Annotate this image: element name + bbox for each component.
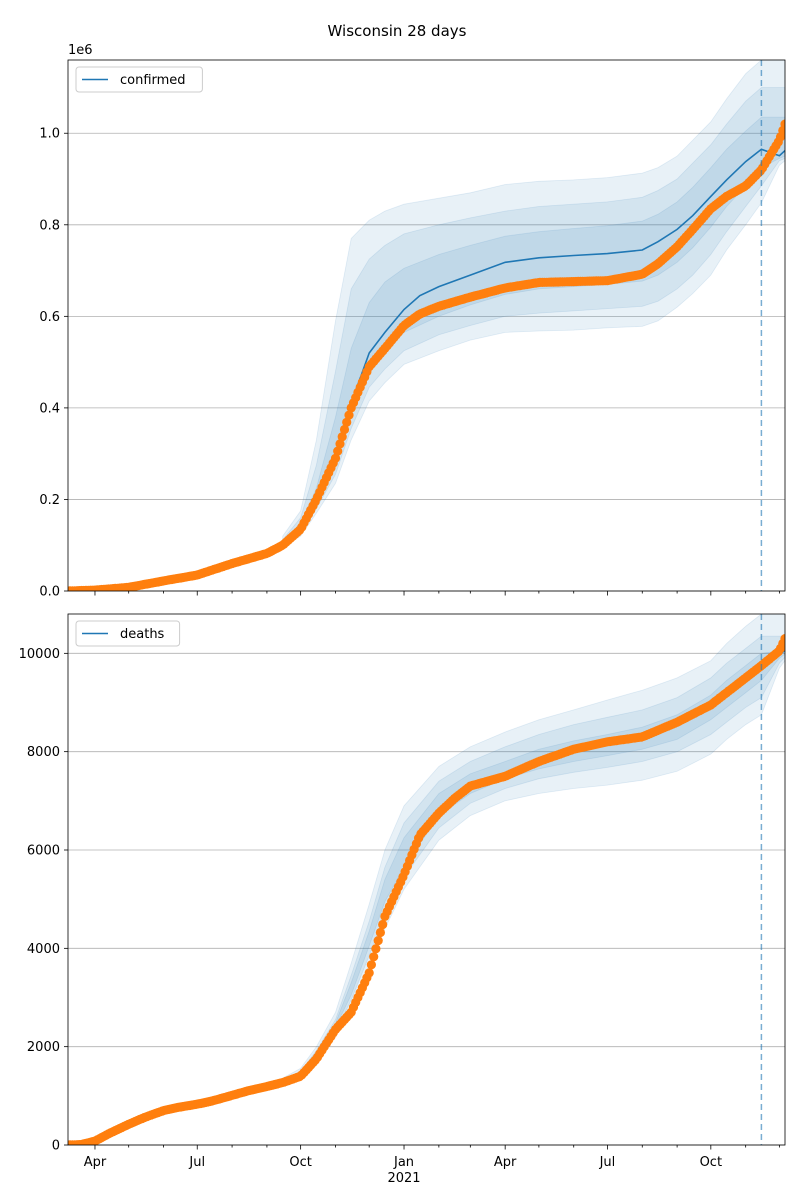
observed-point: [330, 453, 341, 463]
x-tick-label: Apr: [494, 1155, 517, 1170]
axes-frame: [67, 613, 786, 1146]
y-tick-label: 0: [52, 1139, 60, 1154]
observed-point: [364, 968, 374, 978]
plot-area: [68, 614, 785, 1145]
x-tick-label: Oct: [289, 1155, 311, 1170]
observed-point: [342, 417, 352, 427]
plot-area: [68, 60, 785, 591]
axes-frame: [67, 59, 786, 592]
uncertainty-band: [282, 645, 785, 1083]
legend-box: [75, 620, 181, 647]
observed-point: [344, 410, 354, 420]
x-year-label: 2021: [387, 1171, 420, 1186]
observed-point: [373, 936, 383, 946]
x-tick-label: Oct: [700, 1155, 722, 1170]
y-tick-label: 8000: [27, 745, 60, 760]
observed-point: [378, 919, 388, 930]
y-offset-label: 1e6: [68, 43, 93, 58]
uncertainty-band: [282, 60, 785, 549]
observed-point: [371, 944, 381, 954]
legend: deaths: [75, 620, 181, 647]
observed-point: [780, 119, 785, 129]
observed-point: [335, 439, 345, 449]
confirmed-panel: 0.0 0.2 0.4 0.6 0.8 1.0 1e6 confirmed: [39, 43, 786, 600]
y-tick-label: 0.2: [39, 493, 60, 508]
x-tick-label: Jan: [393, 1155, 414, 1170]
legend-label: deaths: [120, 627, 165, 642]
y-tick-label: 0.0: [39, 585, 60, 600]
y-tick-label: 4000: [27, 942, 60, 957]
observed-point: [369, 952, 379, 962]
x-tick-label: Jul: [188, 1155, 205, 1170]
observed-point: [375, 927, 385, 938]
observed-point: [339, 424, 350, 435]
observed-point: [780, 634, 785, 644]
legend-label: confirmed: [120, 73, 186, 88]
y-tick-label: 0.4: [39, 401, 60, 416]
observed-point: [366, 960, 376, 970]
y-tick-label: 1.0: [39, 127, 60, 142]
observed-point: [333, 446, 343, 456]
deaths-panel: 0 2000 4000 6000 8000 10000 deaths: [19, 613, 786, 1154]
shared-x-axis: Apr Jul Oct Jan Apr Jul Oct 2021: [84, 1155, 722, 1186]
x-tick-label: Apr: [84, 1155, 107, 1170]
legend-box: [75, 66, 203, 93]
y-tick-label: 10000: [19, 647, 60, 662]
y-tick-label: 0.6: [39, 310, 60, 325]
observed-points: [68, 634, 785, 1145]
legend: confirmed: [75, 66, 203, 93]
x-tick-label: Jul: [599, 1155, 616, 1170]
observed-point: [337, 432, 347, 442]
y-tick-label: 6000: [27, 844, 60, 859]
y-tick-label: 2000: [27, 1040, 60, 1055]
figure-title: Wisconsin 28 days: [328, 22, 467, 40]
y-tick-label: 0.8: [39, 218, 60, 233]
uncertainty-band: [282, 87, 785, 548]
observed-points: [68, 119, 785, 591]
